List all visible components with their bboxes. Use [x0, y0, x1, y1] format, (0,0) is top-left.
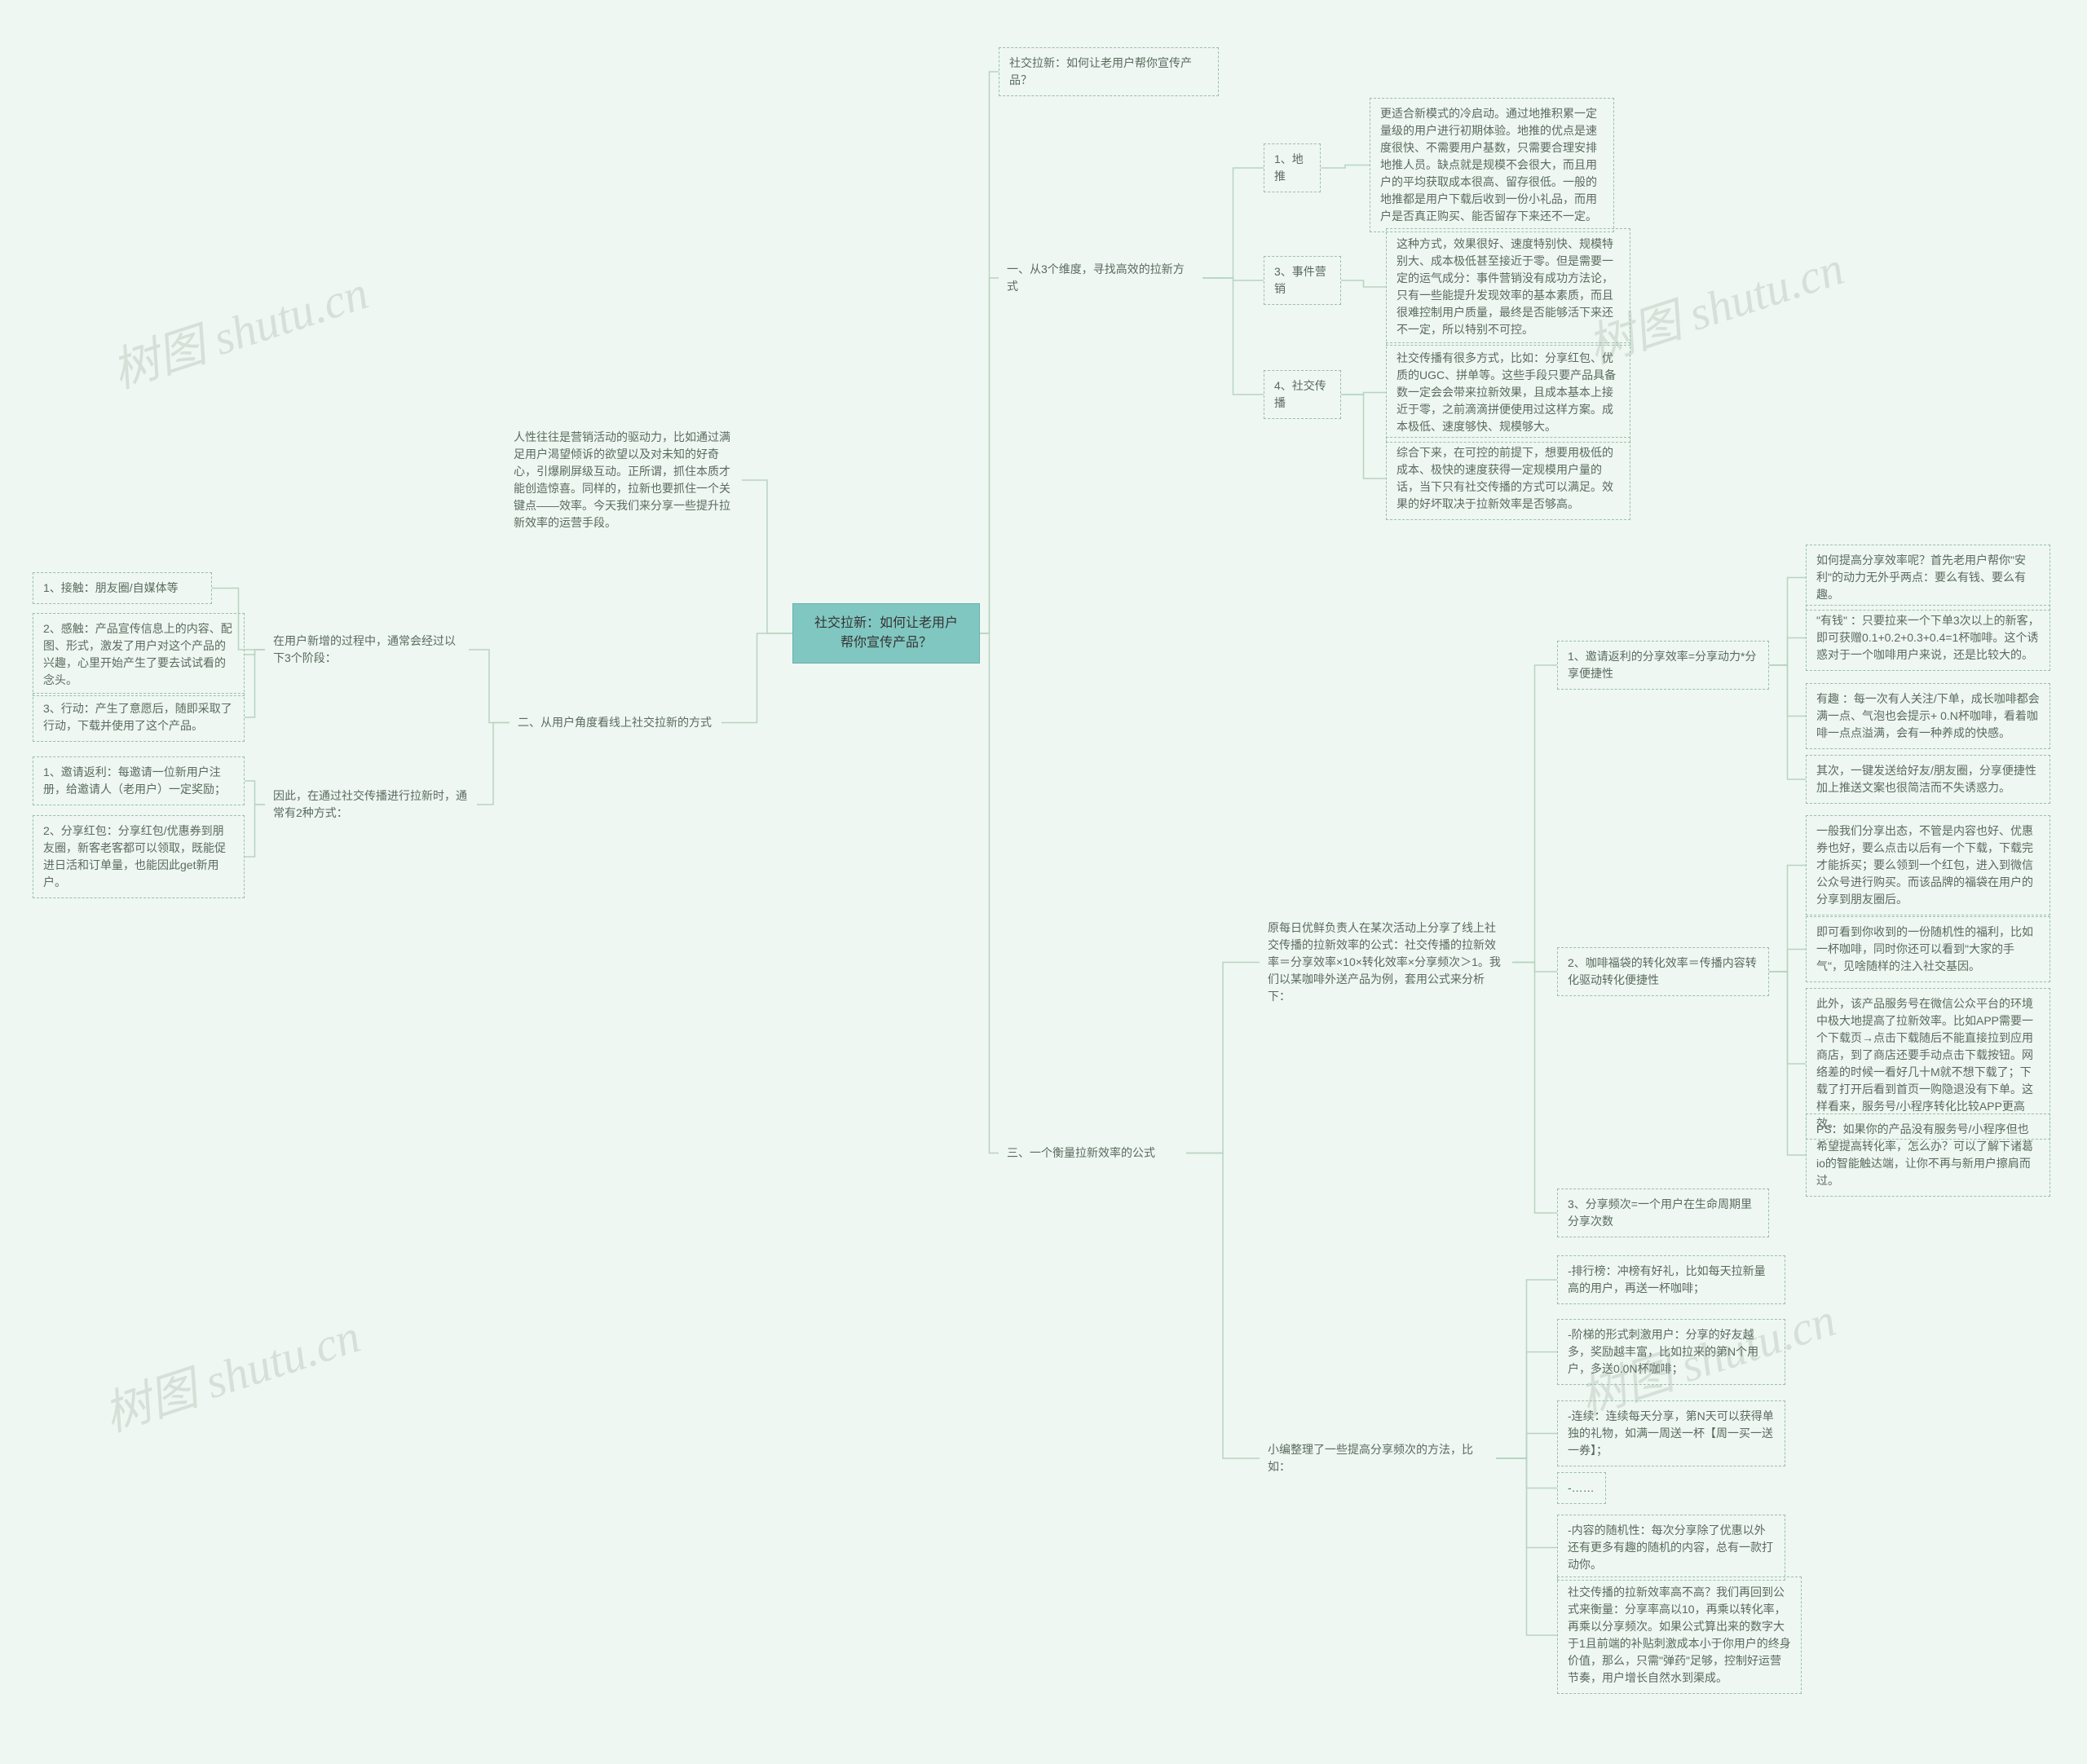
- connector: [1769, 578, 1806, 666]
- node-s3: 三、一个衡量拉新效率的公式: [999, 1140, 1186, 1166]
- connector: [1512, 665, 1557, 963]
- node-s3_2b: 即可看到你收到的一份随机性的福利，比如一杯咖啡，同时你还可以看到"大家的手气"，…: [1806, 916, 2050, 982]
- node-s3_m4: -……: [1557, 1472, 1606, 1504]
- node-s2_a: 在用户新增的过程中，通常会经过以下3个阶段：: [265, 628, 469, 672]
- connector: [1202, 278, 1264, 280]
- connector: [245, 650, 265, 655]
- connector: [1496, 1458, 1557, 1488]
- connector: [1496, 1352, 1557, 1459]
- node-s3_m1: -排行榜：冲榜有好礼，比如每天拉新量高的用户，再送一杯咖啡；: [1557, 1255, 1785, 1304]
- connector: [245, 650, 265, 717]
- node-s1_4d2: 综合下来，在可控的前提下，想要用极低的成本、极快的速度获得一定规模用户量的话，当…: [1386, 437, 1630, 520]
- connector: [1341, 393, 1386, 395]
- node-s2_b1: 1、邀请返利：每邀请一位新用户注册，给邀请人（老用户）一定奖励；: [33, 756, 245, 805]
- node-s1_1: 1、地推: [1264, 143, 1321, 192]
- node-s3_m2: -阶梯的形式刺激用户：分享的好友越多，奖励越丰富，比如拉来的第N个用户，多送0.…: [1557, 1319, 1785, 1385]
- node-s3_formula: 原每日优鲜负责人在某次活动上分享了线上社交传播的拉新效率的公式：社交传播的拉新效…: [1260, 915, 1512, 1010]
- connector: [980, 278, 999, 633]
- watermark: 树图 shutu.cn: [102, 254, 375, 401]
- node-s2_b: 因此，在通过社交传播进行拉新时，通常有2种方式：: [265, 783, 477, 827]
- node-s3_2d: PS：如果你的产品没有服务号/小程序但也希望提高转化率，怎么办？可以了解下诸葛i…: [1806, 1114, 2050, 1197]
- connector: [1769, 950, 1806, 972]
- node-s3_1a: 如何提高分享效率呢？首先老用户帮你"安利"的动力无外乎两点：要么有钱、要么有趣。: [1806, 545, 2050, 611]
- connector: [1512, 963, 1557, 1214]
- node-s2_a3: 3、行动：产生了意愿后，随即采取了行动，下载并使用了这个产品。: [33, 693, 245, 742]
- connector: [1769, 972, 1806, 1064]
- connector: [1186, 963, 1260, 1153]
- connector: [721, 633, 792, 723]
- connector: [245, 805, 265, 857]
- node-s3_m6: 社交传播的拉新效率高不高？我们再回到公式来衡量：分享率高以10，再乘以转化率，再…: [1557, 1577, 1802, 1694]
- connector: [1341, 395, 1386, 478]
- connector: [1496, 1458, 1557, 1548]
- node-s3_1d: 其次，一键发送给好友/朋友圈，分享便捷性加上推送文案也很简洁而不失诱惑力。: [1806, 755, 2050, 804]
- connector: [477, 723, 510, 805]
- node-s3_m: 小编整理了一些提高分享频次的方法，比如：: [1260, 1436, 1496, 1480]
- node-s1_4d1: 社交传播有很多方式，比如：分享红包、优质的UGC、拼单等。这些手段只要产品具备数…: [1386, 342, 1630, 443]
- connector: [980, 633, 999, 1153]
- connector: [1321, 165, 1370, 169]
- node-s2_b2: 2、分享红包：分享红包/优惠券到朋友圈，新客老客都可以领取，既能促进日活和订单量…: [33, 815, 245, 898]
- node-title_repeat: 社交拉新：如何让老用户帮你宣传产品？: [999, 47, 1219, 96]
- node-s1_3d: 这种方式，效果很好、速度特别快、规模特别大、成本极低甚至接近于零。但是需要一定的…: [1386, 228, 1630, 346]
- connector: [1769, 638, 1806, 666]
- node-s2_a1: 1、接触：朋友圈/自媒体等: [33, 572, 212, 604]
- connector: [1202, 278, 1264, 395]
- connector: [1769, 665, 1806, 779]
- node-s3_1c: 有趣 ：每一次有人关注/下单，成长咖啡都会满一点、气泡也会提示+ 0.N杯咖啡，…: [1806, 683, 2050, 749]
- node-intro: 人性往往是营销活动的驱动力，比如通过满足用户渴望倾诉的欲望以及对未知的好奇心，引…: [505, 424, 742, 536]
- mindmap-canvas: 树图 shutu.cn树图 shutu.cn树图 shutu.cn树图 shut…: [0, 0, 2087, 1764]
- connector: [1496, 1434, 1557, 1459]
- node-s1_1d: 更适合新模式的冷启动。通过地推积累一定量级的用户进行初期体验。地推的优点是速度很…: [1370, 98, 1614, 232]
- node-s3_2a: 一般我们分享出态，不管是内容也好、优惠券也好，要么点击以后有一个下载，下载完才能…: [1806, 815, 2050, 915]
- node-s2_a2: 2、感触：产品宣传信息上的内容、配图、形式，激发了用户对这个产品的兴趣，心里开始…: [33, 613, 245, 696]
- node-s1_3: 3、事件营销: [1264, 256, 1341, 305]
- node-s3_2: 2、咖啡福袋的转化效率＝传播内容转化驱动转化便捷性: [1557, 947, 1769, 996]
- connector: [1341, 280, 1386, 287]
- connector: [245, 781, 265, 805]
- node-s3_m3: -连续：连续每天分享，第N天可以获得单独的礼物，如满一周送一杯【周一买一送一券】…: [1557, 1400, 1785, 1466]
- connector: [1202, 168, 1264, 278]
- connector: [469, 650, 510, 723]
- connector: [1769, 866, 1806, 972]
- connector: [1186, 1153, 1260, 1459]
- node-s3_3: 3、分享频次=一个用户在生命周期里分享次数: [1557, 1188, 1769, 1237]
- connector: [1496, 1458, 1557, 1635]
- connector: [1769, 972, 1806, 1155]
- node-root: 社交拉新：如何让老用户 帮你宣传产品？: [792, 603, 980, 664]
- connector: [1769, 665, 1806, 717]
- node-s3_1: 1、邀请返利的分享效率=分享动力*分享便捷性: [1557, 641, 1769, 690]
- node-s2: 二、从用户角度看线上社交拉新的方式: [510, 709, 721, 736]
- connector: [1496, 1280, 1557, 1458]
- node-s1: 一、从3个维度，寻找高效的拉新方式: [999, 256, 1202, 300]
- node-s1_4: 4、社交传播: [1264, 370, 1341, 419]
- watermark: 树图 shutu.cn: [94, 1298, 367, 1444]
- connector: [980, 72, 999, 633]
- connector: [1512, 963, 1557, 972]
- node-s3_m5: -内容的随机性：每次分享除了优惠以外还有更多有趣的随机的内容，总有一款打动你。: [1557, 1515, 1785, 1581]
- connector: [742, 480, 792, 633]
- node-s3_1b: "有钱" ：只要拉来一个下单3次以上的新客，即可获赠0.1+0.2+0.3+0.…: [1806, 605, 2050, 671]
